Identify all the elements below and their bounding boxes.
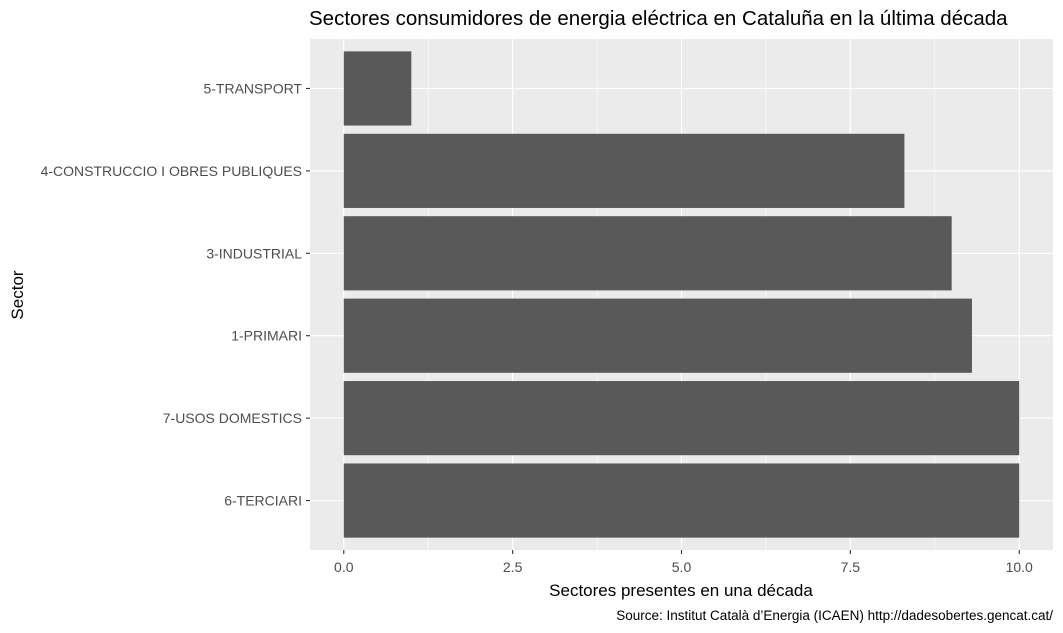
bar: [343, 51, 412, 126]
y-axis-title: Sector: [8, 270, 27, 319]
x-axis: 0.0 2.5 5.0 7.5 10.0: [334, 550, 1033, 575]
y-tick-label: 5-TRANSPORT: [203, 80, 302, 96]
y-tick-label: 4-CONSTRUCCIO I OBRES PUBLIQUES: [41, 163, 302, 179]
bar: [343, 381, 1020, 456]
chart-caption: Source: Institut Català d’Energia (ICAEN…: [616, 608, 1053, 623]
y-tick-label: 1-PRIMARI: [231, 328, 302, 344]
y-tick-label: 3-INDUSTRIAL: [206, 245, 302, 261]
x-tick-label: 7.5: [841, 559, 861, 575]
x-axis-title: Sectores presentes en una década: [549, 581, 813, 600]
y-tick-label: 7-USOS DOMESTICS: [163, 410, 302, 426]
chart-title: Sectores consumidores de energia eléctri…: [309, 7, 1008, 30]
bars: [343, 51, 1020, 538]
bar: [343, 298, 972, 373]
bar: [343, 216, 952, 291]
bar: [343, 463, 1020, 538]
bar: [343, 133, 905, 208]
x-tick-label: 0.0: [334, 559, 354, 575]
x-tick-label: 5.0: [672, 559, 692, 575]
y-axis: 6-TERCIARI 7-USOS DOMESTICS 1-PRIMARI 3-IND…: [41, 80, 310, 509]
y-tick-label: 6-TERCIARI: [224, 493, 302, 509]
x-tick-label: 10.0: [1006, 559, 1033, 575]
x-tick-label: 2.5: [503, 559, 523, 575]
